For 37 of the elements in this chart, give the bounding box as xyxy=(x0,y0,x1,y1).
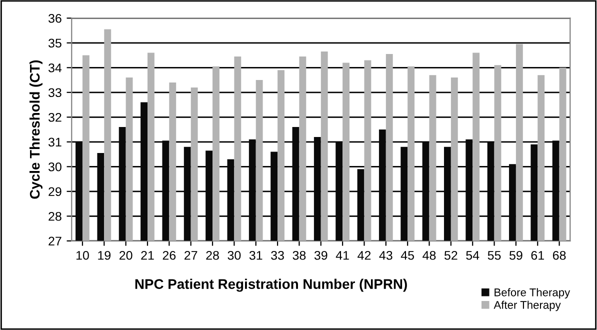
x-tick-label: 33 xyxy=(271,250,284,260)
x-tick-label: 52 xyxy=(444,250,458,260)
x-tick-label: 20 xyxy=(120,250,132,260)
y-tick-label: 35 xyxy=(48,38,62,48)
x-tick-label: 48 xyxy=(422,250,436,260)
y-tick-label: 30 xyxy=(48,162,62,172)
x-tick-label: 21 xyxy=(141,250,154,260)
x-tick-label: 59 xyxy=(510,250,522,260)
x-tick-label: 55 xyxy=(488,251,501,260)
legend-label: After Therapy xyxy=(494,300,561,312)
x-tick-label: 41 xyxy=(336,251,349,260)
y-tick-label: 33 xyxy=(48,88,62,98)
y-axis-title: Cycle Threshold (CT) xyxy=(30,60,42,199)
x-tick-label: 19 xyxy=(98,250,111,260)
x-tick-label: 45 xyxy=(400,251,414,260)
x-tick-label: 31 xyxy=(249,250,262,260)
x-tick-label: 42 xyxy=(358,250,371,260)
x-tick-label: 38 xyxy=(292,250,306,260)
x-tick-label: 30 xyxy=(228,250,241,260)
x-tick-label: 61 xyxy=(531,250,544,260)
x-tick-label: 68 xyxy=(552,250,566,260)
y-tick-label: 34 xyxy=(48,63,62,72)
y-tick-label: 29 xyxy=(48,187,62,196)
y-tick-label: 31 xyxy=(48,138,62,147)
y-tick-label: 28 xyxy=(48,212,62,221)
y-tick-label: 36 xyxy=(48,14,62,23)
x-tick-label: 26 xyxy=(162,250,176,260)
y-tick-label: 27 xyxy=(48,236,62,246)
x-tick-label: 28 xyxy=(206,250,219,260)
x-tick-label: 39 xyxy=(314,250,328,260)
x-tick-label: 54 xyxy=(466,251,480,260)
x-tick-label: 27 xyxy=(184,250,198,260)
x-axis-title: NPC Patient Registration Number (NPRN) xyxy=(135,278,407,292)
legend-label: Before Therapy xyxy=(494,288,570,299)
x-tick-label: 10 xyxy=(76,250,89,260)
y-tick-label: 32 xyxy=(48,112,62,122)
x-tick-label: 43 xyxy=(379,250,392,260)
